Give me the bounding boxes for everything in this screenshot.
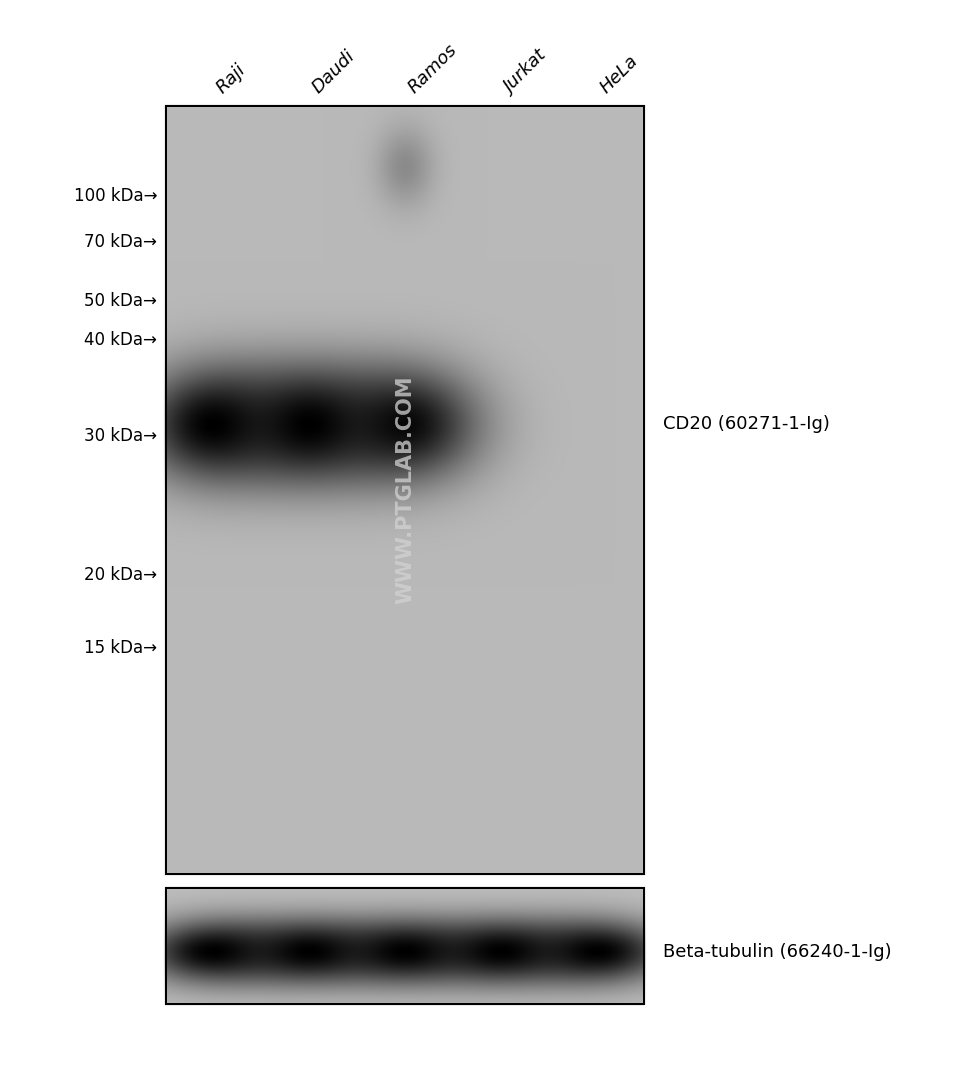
Text: Ramos: Ramos <box>405 41 461 97</box>
Text: 40 kDa→: 40 kDa→ <box>85 330 157 348</box>
Text: Daudi: Daudi <box>309 47 359 97</box>
Text: 70 kDa→: 70 kDa→ <box>85 233 157 251</box>
Text: Beta-tubulin (66240-1-Ig): Beta-tubulin (66240-1-Ig) <box>663 943 892 961</box>
Text: 30 kDa→: 30 kDa→ <box>84 428 157 445</box>
Text: CD20 (60271-1-Ig): CD20 (60271-1-Ig) <box>663 415 830 433</box>
Text: Jurkat: Jurkat <box>501 47 551 97</box>
Text: HeLa: HeLa <box>597 52 642 97</box>
Text: Raji: Raji <box>213 61 250 97</box>
Text: 15 kDa→: 15 kDa→ <box>84 639 157 656</box>
Text: 50 kDa→: 50 kDa→ <box>85 292 157 310</box>
Text: 100 kDa→: 100 kDa→ <box>73 187 157 205</box>
Text: 20 kDa→: 20 kDa→ <box>84 566 157 584</box>
Text: WWW.PTGLAB.COM: WWW.PTGLAB.COM <box>395 375 415 604</box>
